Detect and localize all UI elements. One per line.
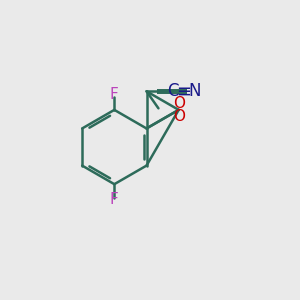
Text: F: F (110, 87, 119, 102)
Text: F: F (110, 192, 119, 207)
Text: N: N (188, 82, 201, 100)
Text: O: O (173, 109, 185, 124)
Text: C: C (167, 82, 179, 100)
Text: ≡: ≡ (176, 82, 191, 100)
Text: O: O (173, 96, 185, 111)
